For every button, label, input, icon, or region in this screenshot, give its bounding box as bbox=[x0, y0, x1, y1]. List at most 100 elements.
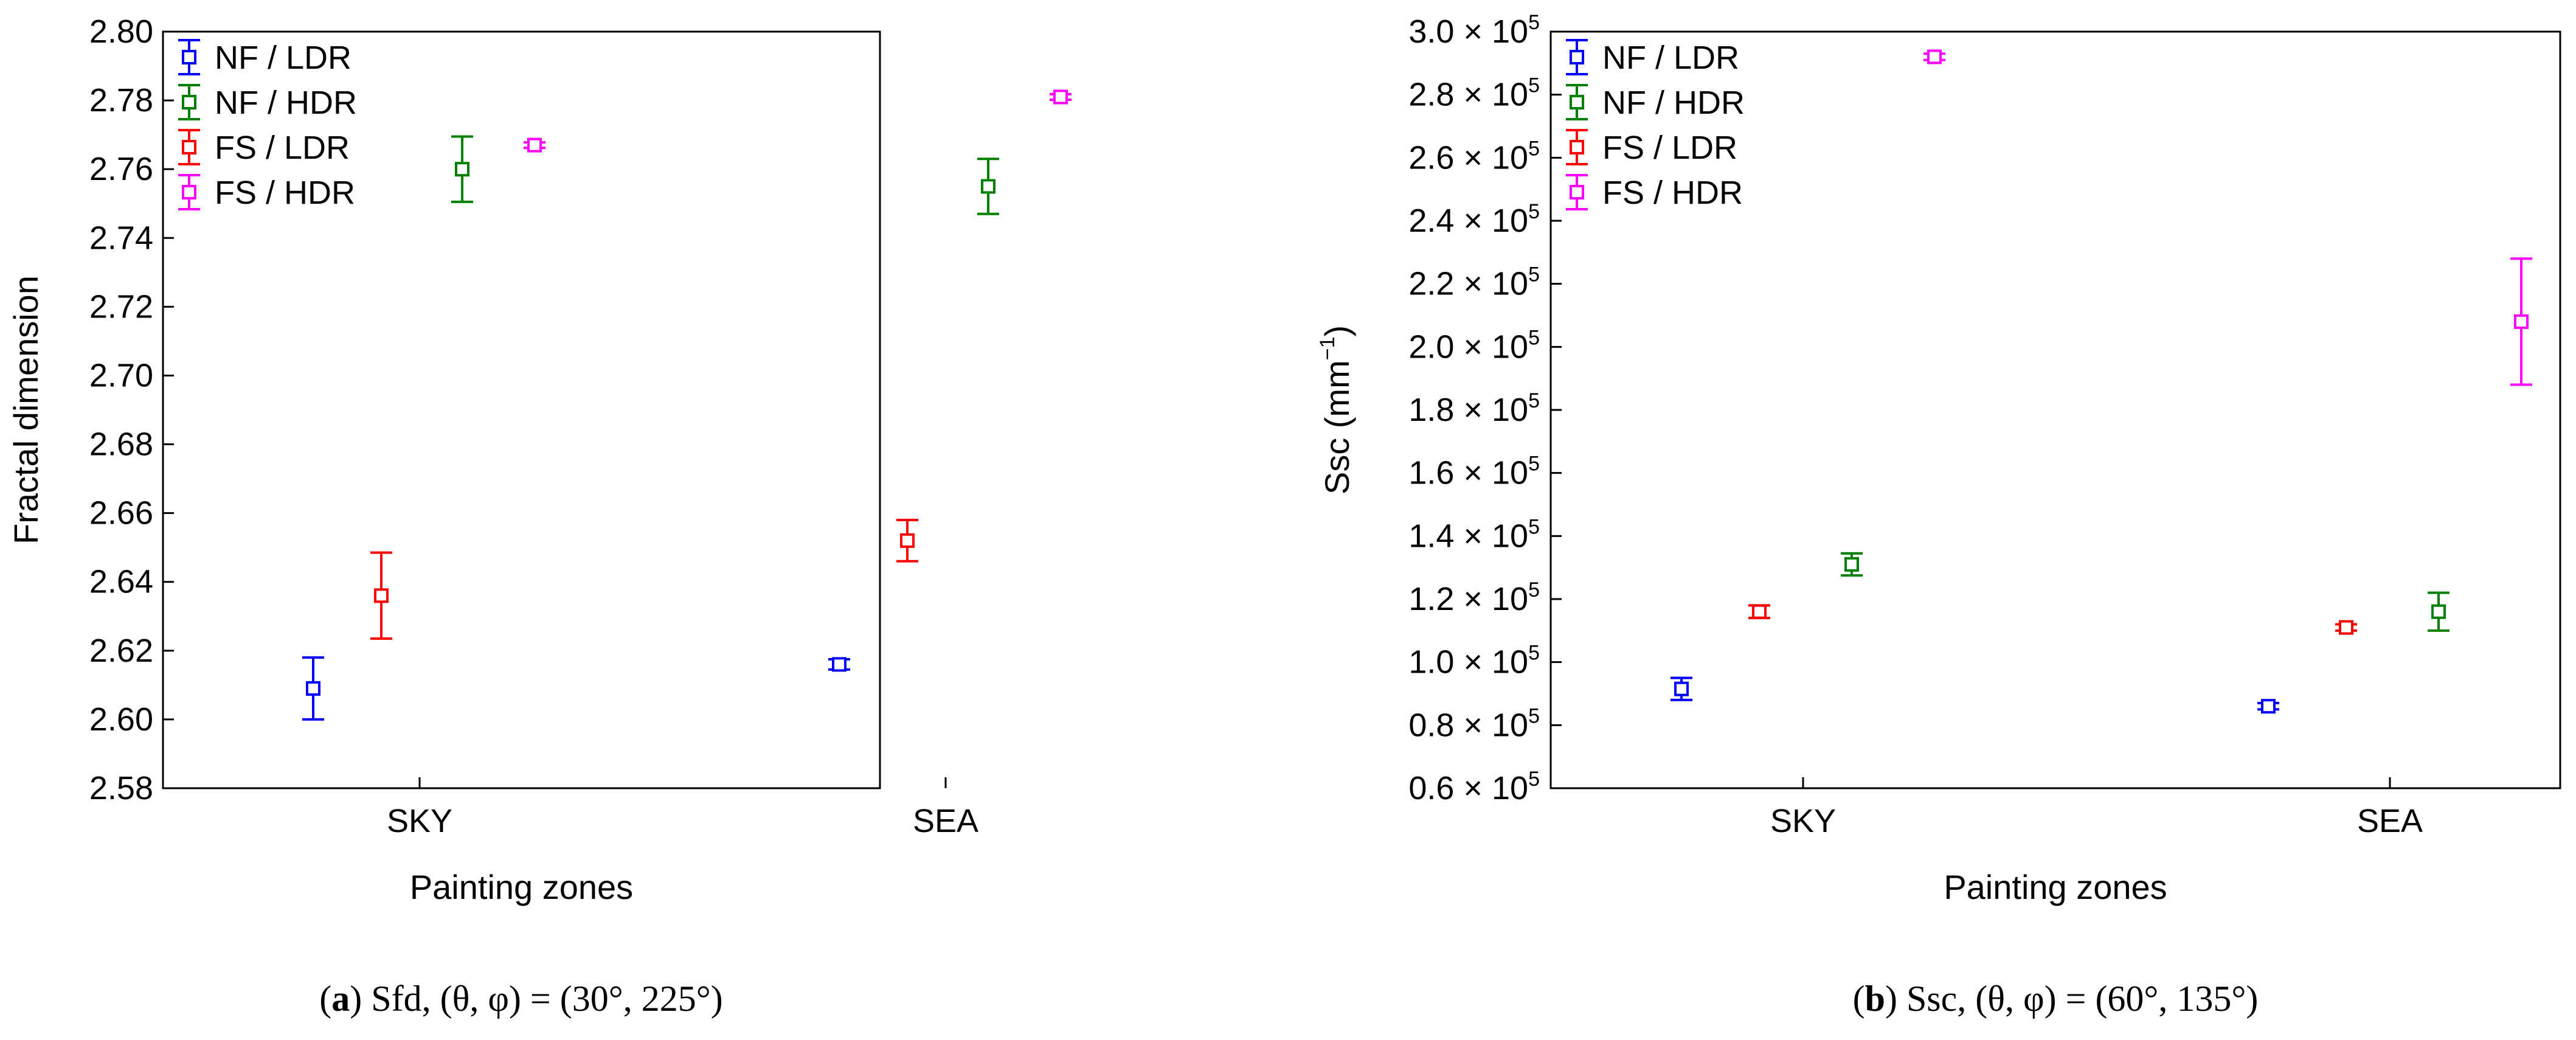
data-point-nf-ldr-sky bbox=[302, 656, 324, 721]
y-tick-mantissa: 2.4 bbox=[1408, 203, 1454, 239]
y-tick-label: 2.4 × 105 bbox=[1408, 200, 1540, 239]
marker-square bbox=[2514, 314, 2529, 329]
legend-label: NF / LDR bbox=[215, 40, 351, 76]
y-tick-exponent: 5 bbox=[1528, 200, 1540, 223]
caption-paren-close: ) bbox=[350, 979, 362, 1019]
y-tick-label: 1.0 × 105 bbox=[1408, 642, 1540, 681]
marker-square bbox=[832, 657, 847, 672]
marker-square bbox=[374, 588, 389, 603]
data-point-nf-ldr-sea bbox=[2257, 699, 2279, 714]
legend-label: FS / LDR bbox=[1602, 130, 1737, 166]
y-tick-suffix: × 10 bbox=[1454, 518, 1528, 554]
y-axis-label-exponent: −1 bbox=[1316, 337, 1339, 361]
y-tick-suffix: × 10 bbox=[1454, 644, 1528, 681]
y-tick-suffix: × 10 bbox=[1454, 77, 1528, 113]
y-tick-exponent: 5 bbox=[1528, 137, 1540, 160]
y-tick-label: 2.74 bbox=[89, 220, 153, 256]
y-tick-label: 2.0 × 105 bbox=[1408, 326, 1540, 365]
plot-frame bbox=[162, 30, 881, 789]
legend-entry: NF / LDR bbox=[1566, 39, 1739, 76]
legend-marker bbox=[1570, 140, 1584, 154]
data-point-fs-hdr-sea bbox=[1050, 89, 1072, 105]
caption-label: a bbox=[331, 979, 350, 1019]
y-tick-mantissa: 0.8 bbox=[1408, 707, 1454, 743]
marker-square bbox=[2431, 604, 2446, 619]
legend-label: FS / HDR bbox=[1602, 175, 1743, 211]
y-tick-label: 1.2 × 105 bbox=[1408, 578, 1540, 617]
data-point-fs-hdr-sky bbox=[524, 137, 545, 153]
y-tick-label: 1.6 × 105 bbox=[1408, 452, 1540, 491]
y-tick-label: 2.68 bbox=[89, 426, 153, 463]
y-tick-mantissa: 0.6 bbox=[1408, 770, 1454, 806]
caption-text: Sfd, (θ, φ) = (30°, 225°) bbox=[362, 979, 722, 1019]
marker-square bbox=[1674, 681, 1689, 696]
y-tick-label: 2.78 bbox=[89, 82, 153, 119]
marker-square bbox=[900, 533, 915, 548]
y-tick-exponent: 5 bbox=[1528, 326, 1540, 349]
y-tick-label: 2.62 bbox=[89, 633, 153, 669]
y-tick-exponent: 5 bbox=[1528, 263, 1540, 286]
y-tick-label: 2.66 bbox=[89, 495, 153, 532]
caption-paren-close: ) bbox=[1885, 979, 1897, 1019]
legend-label: NF / HDR bbox=[1602, 85, 1745, 121]
y-tick-exponent: 5 bbox=[1528, 74, 1540, 97]
y-tick-label: 2.60 bbox=[89, 701, 153, 738]
y-tick-label: 3.0 × 105 bbox=[1408, 11, 1540, 50]
y-tick-label: 2.58 bbox=[89, 770, 153, 806]
y-tick-mantissa: 1.2 bbox=[1408, 581, 1454, 617]
x-tick-label: SEA bbox=[913, 803, 978, 839]
x-tick-label: SKY bbox=[1770, 803, 1836, 839]
marker-square bbox=[2261, 699, 2276, 714]
x-axis-label: Painting zones bbox=[1944, 868, 2167, 906]
chart-panel-a: 2.58 2.60 2.62 2.64 2.66 2.68 2.70 2.72 2.74 2.76… bbox=[7, 13, 1072, 1019]
legend-entry: FS / LDR bbox=[1566, 129, 1737, 166]
caption-text: Ssc, (θ, φ) = (60°, 135°) bbox=[1897, 979, 2258, 1019]
legend-entry: NF / HDR bbox=[1566, 84, 1745, 121]
y-tick-label: 2.76 bbox=[89, 151, 153, 187]
marker-square bbox=[455, 162, 469, 177]
x-axis-label: Painting zones bbox=[410, 868, 633, 906]
y-tick-exponent: 5 bbox=[1528, 11, 1540, 34]
y-tick-mantissa: 1.6 bbox=[1408, 455, 1454, 491]
y-tick-exponent: 5 bbox=[1528, 578, 1540, 601]
x-tick-label: SEA bbox=[2357, 803, 2423, 839]
marker-square bbox=[527, 137, 542, 153]
marker-square bbox=[1053, 89, 1068, 105]
y-tick-label: 2.70 bbox=[89, 357, 153, 393]
y-tick-label: 2.80 bbox=[89, 13, 153, 50]
legend-entry: FS / HDR bbox=[1566, 174, 1743, 211]
y-tick-suffix: × 10 bbox=[1454, 455, 1528, 491]
y-tick-mantissa: 3.0 bbox=[1408, 13, 1454, 50]
y-tick-label: 2.8 × 105 bbox=[1408, 74, 1540, 113]
y-tick-suffix: × 10 bbox=[1454, 266, 1528, 302]
y-tick-exponent: 5 bbox=[1528, 452, 1540, 476]
x-tick-label: SKY bbox=[387, 803, 452, 839]
y-tick-suffix: × 10 bbox=[1454, 707, 1528, 743]
data-point-fs-hdr-sea bbox=[2510, 257, 2532, 386]
y-tick-exponent: 5 bbox=[1528, 642, 1540, 665]
data-point-nf-hdr-sky bbox=[1841, 552, 1863, 577]
data-point-nf-hdr-sky bbox=[451, 135, 473, 203]
y-tick-mantissa: 2.8 bbox=[1408, 77, 1454, 113]
caption-paren-open: ( bbox=[1853, 979, 1865, 1019]
marker-square bbox=[2339, 620, 2353, 635]
y-tick-suffix: × 10 bbox=[1454, 203, 1528, 239]
data-point-fs-ldr-sea bbox=[2335, 620, 2357, 635]
legend-marker bbox=[1570, 185, 1584, 199]
data-point-fs-ldr-sky bbox=[1748, 604, 1770, 620]
y-tick-suffix: × 10 bbox=[1454, 770, 1528, 806]
y-tick-label: 2.64 bbox=[89, 564, 153, 600]
data-point-fs-hdr-sky bbox=[1923, 49, 1945, 64]
y-tick-label: 1.4 × 105 bbox=[1408, 515, 1540, 554]
caption-label: b bbox=[1865, 979, 1885, 1019]
legend-entry: NF / LDR bbox=[178, 39, 351, 76]
data-point-nf-hdr-sea bbox=[2428, 591, 2450, 632]
marker-square bbox=[981, 179, 995, 194]
y-tick-mantissa: 2.6 bbox=[1408, 139, 1454, 176]
y-tick-suffix: × 10 bbox=[1454, 139, 1528, 176]
figure-caption: (a) Sfd, (θ, φ) = (30°, 225°) bbox=[319, 979, 722, 1019]
legend-marker bbox=[182, 185, 196, 199]
y-tick-label: 0.8 × 105 bbox=[1408, 704, 1540, 743]
